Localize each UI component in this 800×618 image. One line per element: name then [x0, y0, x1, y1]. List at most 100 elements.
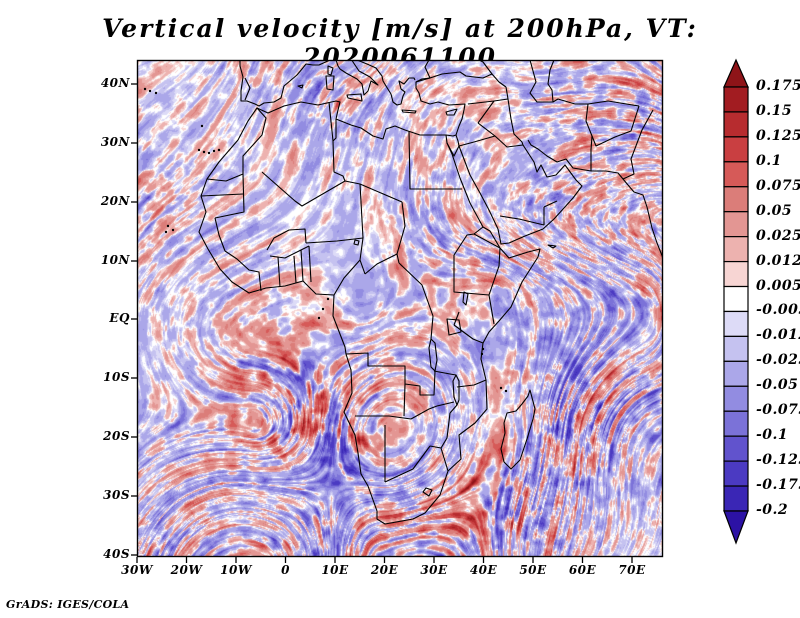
coastline-border-path — [445, 108, 458, 116]
island-dot — [480, 352, 484, 356]
lon-tick-label: 30E — [420, 563, 448, 577]
coastline-border-path — [244, 77, 251, 101]
coastline-border-path — [428, 338, 438, 372]
colorbar-cell — [723, 236, 749, 263]
lon-tick-label: 70E — [618, 563, 646, 577]
lon-tick-label: 10W — [220, 563, 252, 577]
lat-tick-label: 40N — [100, 76, 130, 90]
coastline-border-path — [488, 294, 495, 325]
colorbar-cell — [723, 460, 749, 487]
coastline-border-path — [325, 75, 335, 91]
coastline-border-path — [345, 352, 436, 396]
colorbar-cell — [723, 310, 749, 337]
coastline-border-path — [543, 200, 558, 208]
lat-tick-label: 30N — [100, 135, 130, 149]
coastline-border-path — [401, 109, 417, 114]
coastline-border-path — [333, 259, 361, 296]
coastline-border-path — [422, 487, 433, 497]
coastline-border-path — [356, 60, 416, 106]
coastline-border-path — [200, 193, 244, 197]
map-plot-area — [137, 60, 663, 557]
coastline-border-path — [359, 237, 364, 261]
lon-tick-label: 60E — [568, 563, 597, 577]
coastline-border-path — [353, 239, 360, 246]
coastline-border-path — [293, 255, 297, 284]
coastline-border-path — [359, 259, 366, 275]
coastline-border-path — [507, 98, 523, 143]
coastline-border-path — [266, 228, 307, 251]
lat-tick-label: 30S — [103, 488, 130, 502]
coastline-border-path — [300, 249, 304, 282]
coastline-border-path — [449, 404, 458, 414]
coastline-border-path — [505, 86, 509, 100]
island-dot — [200, 124, 204, 128]
coastline-border-path — [477, 100, 495, 124]
colorbar-cell — [723, 335, 749, 362]
colorbar-cell — [723, 285, 749, 313]
coastline-border-path — [364, 253, 398, 275]
colorbar-tick-label: 0.0125 — [756, 252, 800, 269]
island-dot — [499, 386, 503, 390]
coastlines-borders-overlay — [143, 60, 663, 525]
colorbar-tick-label: 0.05 — [756, 202, 793, 219]
coastline-border-path — [327, 65, 334, 76]
colorbar-cell — [723, 86, 749, 113]
island-dot — [143, 87, 147, 91]
coastline-border-path — [622, 109, 654, 180]
coastline-border-path — [261, 171, 346, 207]
lon-tick-label: 40E — [469, 563, 498, 577]
island-dot — [154, 91, 158, 95]
coastline-border-path — [355, 415, 412, 420]
colorbar-cell — [723, 186, 749, 213]
colorbar-tick-label: -0.075 — [756, 402, 800, 419]
coastline-border-path — [429, 445, 449, 472]
coastline-border-path — [332, 119, 337, 142]
colorbar-tick-label: -0.1 — [756, 427, 789, 444]
coastline-border-path — [591, 105, 640, 147]
colorbar-tick-label: 0.175 — [756, 78, 800, 94]
colorbar-tick-label: 0.075 — [756, 177, 800, 194]
colorbar-cell — [723, 435, 749, 462]
colorbar-tick-label: -0.05 — [756, 377, 799, 394]
coastline-border-path — [453, 269, 490, 296]
island-dot — [166, 224, 170, 228]
coastline-border-path — [335, 60, 379, 96]
coastline-border-path — [527, 139, 663, 259]
colorbar-cell — [723, 136, 749, 163]
coastline-border-path — [384, 445, 431, 483]
island-dot — [164, 230, 168, 234]
colorbar-tick-label: 0.125 — [756, 127, 800, 144]
coastline-border-path — [359, 183, 364, 239]
lon-tick-label: 50E — [519, 563, 547, 577]
colorbar-tick-label: 0.15 — [756, 102, 793, 119]
coastline-border-path — [297, 84, 304, 89]
island-dot — [148, 89, 152, 93]
coastline-border-path — [440, 412, 451, 449]
plot-title: Vertical velocity [m/s] at 200hPa, VT: 2… — [102, 14, 698, 72]
coastline-border-path — [488, 247, 501, 296]
coastline-border-path — [198, 100, 541, 525]
coastline-border-path — [433, 370, 457, 376]
coastline-border-path — [214, 217, 226, 252]
lon-tick-label: 20W — [170, 563, 203, 577]
colorbar-tick-label: -0.025 — [756, 352, 800, 369]
island-dot — [326, 297, 330, 301]
coastline-border-path — [453, 226, 484, 269]
coastline-border-path — [552, 98, 640, 107]
coastline-border-path — [446, 318, 462, 336]
island-dot — [202, 150, 206, 154]
lat-tick-label: EQ — [109, 311, 130, 325]
coastline-border-path — [500, 389, 536, 470]
coastline-border-path — [456, 379, 487, 388]
colorbar-cell — [723, 485, 749, 512]
island-dot — [212, 149, 216, 153]
lon-tick-label: 20E — [370, 563, 399, 577]
colorbar-tick-label: -0.2 — [756, 501, 789, 518]
coastline-border-path — [453, 324, 484, 344]
coastline-border-path — [455, 134, 460, 147]
coastline-border-path — [446, 141, 583, 245]
lat-tick-label: 20S — [103, 429, 130, 443]
coastline-border-path — [239, 60, 331, 107]
coastline-border-path — [529, 60, 555, 103]
